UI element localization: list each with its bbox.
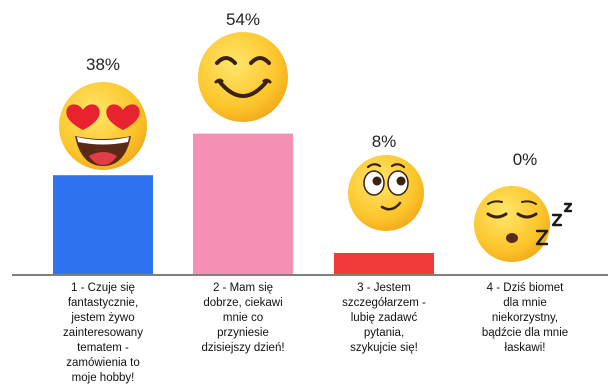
value-label-4: 0% (513, 150, 538, 169)
value-label-3: 8% (372, 132, 397, 151)
sleeping-emoji-icon (474, 186, 550, 262)
zzz-icon (535, 202, 573, 246)
category-label-3: 3 - Jestem szczegółarzem - lubię zadawć … (342, 282, 426, 354)
heart-eyes-emoji-icon (59, 82, 147, 170)
thinking-emoji-icon (348, 155, 424, 231)
category-label-1: 1 - Czuje się fantastycznie, jestem żywo… (63, 282, 143, 384)
category-label-4: 4 - Dziś biomet dla mnie niekorzystny, b… (481, 282, 569, 354)
value-label-1: 38% (86, 55, 120, 74)
category-label-2: 2 - Mam się dobrze, ciekawi mnie co przy… (201, 282, 285, 354)
smiling-emoji-icon (198, 32, 288, 122)
bar-1 (53, 175, 153, 274)
bar-2 (193, 133, 293, 274)
value-label-2: 54% (226, 10, 260, 29)
bar-3 (334, 253, 434, 274)
